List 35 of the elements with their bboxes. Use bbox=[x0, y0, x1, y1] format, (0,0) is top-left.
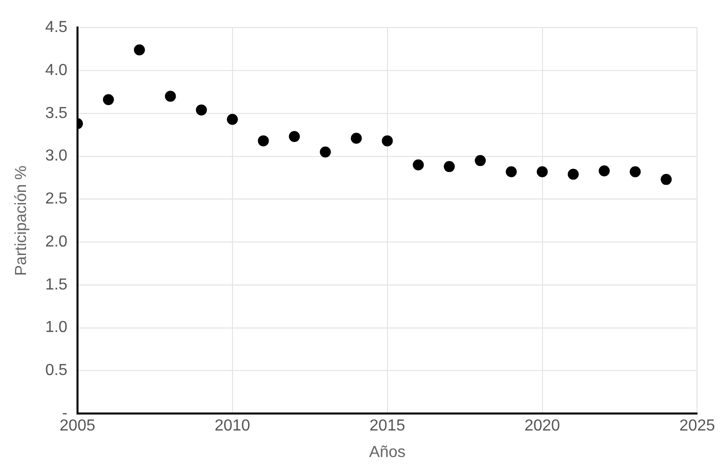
point bbox=[474, 155, 486, 166]
point bbox=[412, 159, 424, 170]
point bbox=[196, 104, 207, 116]
point bbox=[320, 146, 331, 158]
x-tick-label: 2010 bbox=[214, 418, 250, 435]
point bbox=[506, 166, 517, 178]
point bbox=[382, 135, 393, 146]
point bbox=[134, 44, 145, 56]
point bbox=[288, 131, 300, 142]
point bbox=[226, 114, 238, 125]
y-tick-label: 3.5 bbox=[45, 104, 68, 122]
y-tick-label: 2.5 bbox=[45, 190, 68, 208]
y-tick-label: 0.5 bbox=[45, 362, 68, 380]
y-tick-label: 2.0 bbox=[45, 233, 68, 250]
y-tick-label: 1.5 bbox=[45, 276, 68, 294]
point bbox=[536, 166, 548, 178]
point bbox=[164, 90, 176, 102]
y-axis-title: Participación % bbox=[13, 165, 30, 276]
point bbox=[598, 165, 610, 176]
y-tick-label: 3.0 bbox=[45, 148, 68, 165]
point bbox=[568, 168, 579, 180]
point bbox=[630, 166, 641, 178]
point bbox=[444, 161, 455, 172]
point bbox=[350, 132, 362, 144]
y-tick-label: 4.0 bbox=[45, 62, 68, 79]
y-tick-label: 4.5 bbox=[45, 19, 68, 36]
x-tick-label: 2020 bbox=[524, 418, 560, 435]
x-tick-label: 2005 bbox=[60, 418, 96, 435]
point bbox=[258, 135, 269, 146]
x-axis-title: Años bbox=[369, 444, 406, 461]
point bbox=[660, 174, 672, 185]
x-tick-label: 2025 bbox=[679, 418, 716, 435]
x-tick-label: 2015 bbox=[370, 418, 406, 435]
y-tick-label: 1.0 bbox=[45, 319, 68, 336]
point bbox=[102, 94, 114, 106]
